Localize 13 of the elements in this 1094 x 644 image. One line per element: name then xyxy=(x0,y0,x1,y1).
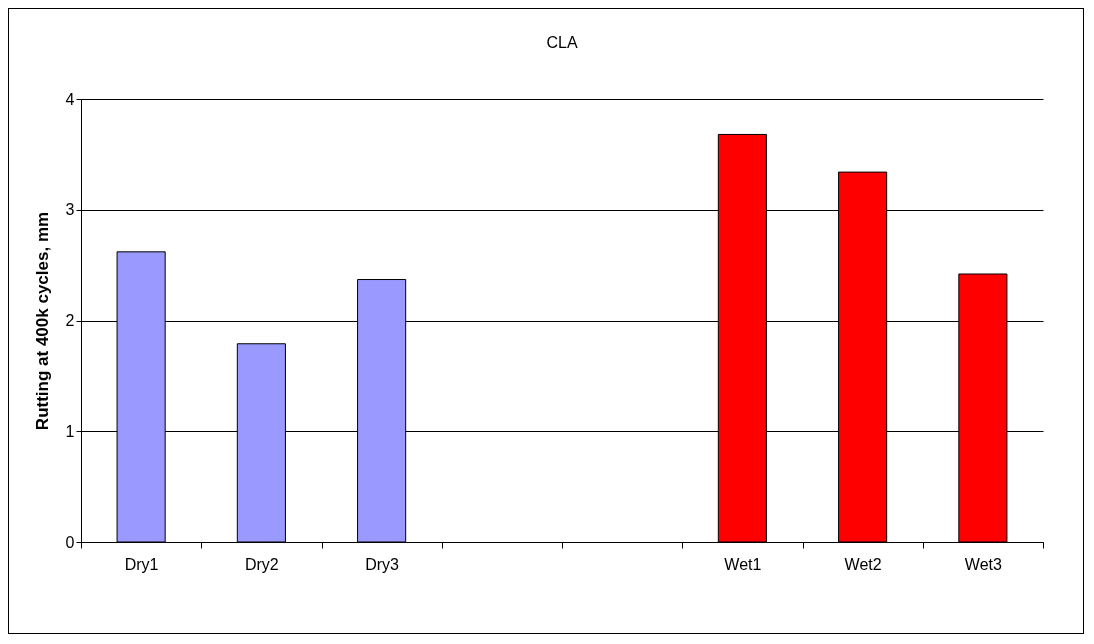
y-tick-label: 1 xyxy=(65,422,75,440)
y-tick-label: 2 xyxy=(65,312,75,329)
y-tick-label: 4 xyxy=(65,90,75,108)
y-tick-label: 0 xyxy=(65,533,75,551)
y-tick-label: 3 xyxy=(65,201,75,219)
x-tick-label: Wet3 xyxy=(964,555,1002,573)
x-tick-label: Dry1 xyxy=(124,555,159,573)
x-tick-label: Wet1 xyxy=(724,555,762,573)
y-axis-title: Rutting at 400k cycles, mm xyxy=(32,211,52,431)
x-tick-label: Dry3 xyxy=(365,555,400,573)
x-tick-label: Dry2 xyxy=(244,555,279,573)
chart-title: CLA xyxy=(546,34,578,51)
x-tick-label: Wet2 xyxy=(844,555,882,573)
